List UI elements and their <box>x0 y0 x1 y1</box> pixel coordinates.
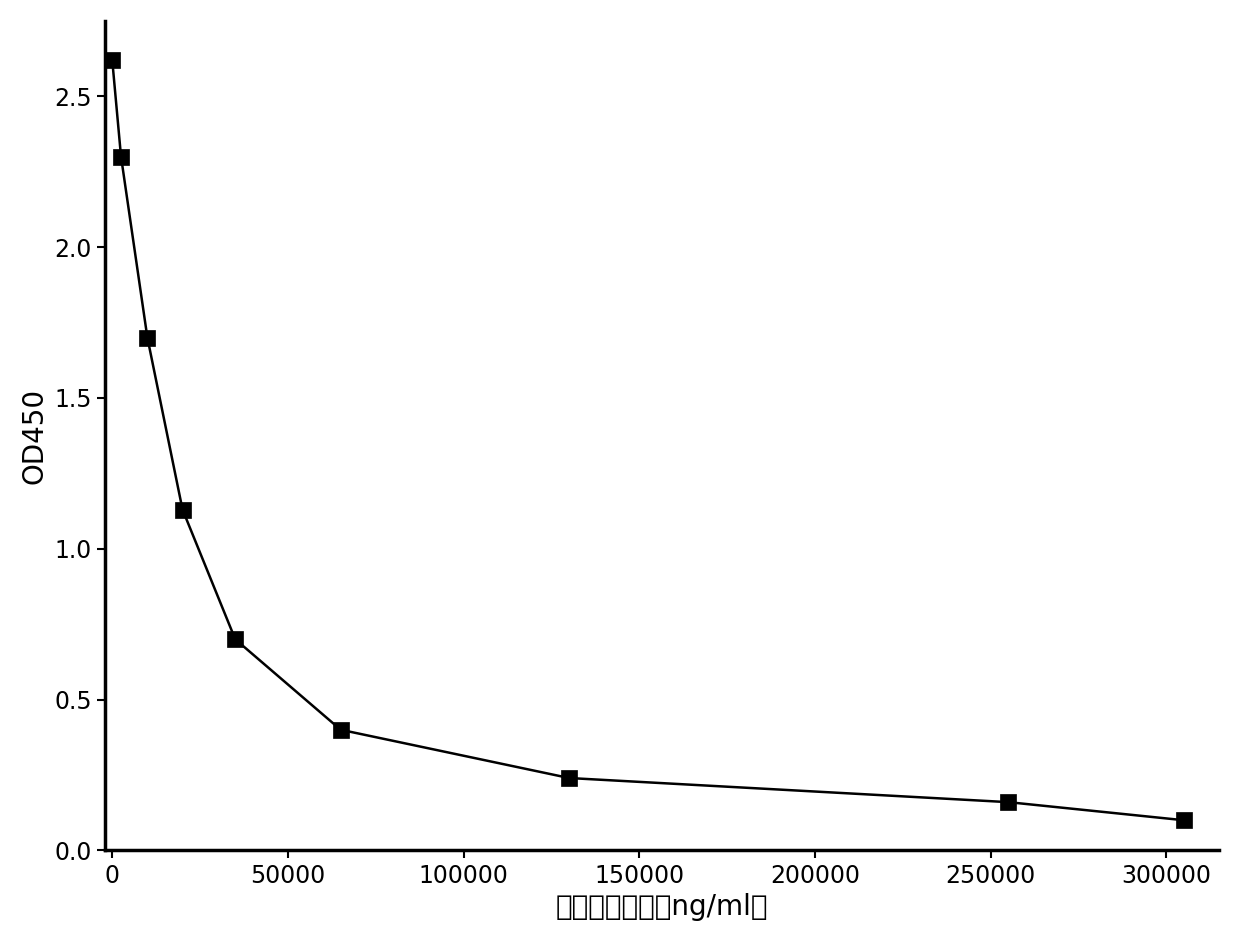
X-axis label: 甘胆酸效价图（ng/ml）: 甘胆酸效价图（ng/ml） <box>556 893 769 921</box>
Y-axis label: OD450: OD450 <box>21 387 48 483</box>
